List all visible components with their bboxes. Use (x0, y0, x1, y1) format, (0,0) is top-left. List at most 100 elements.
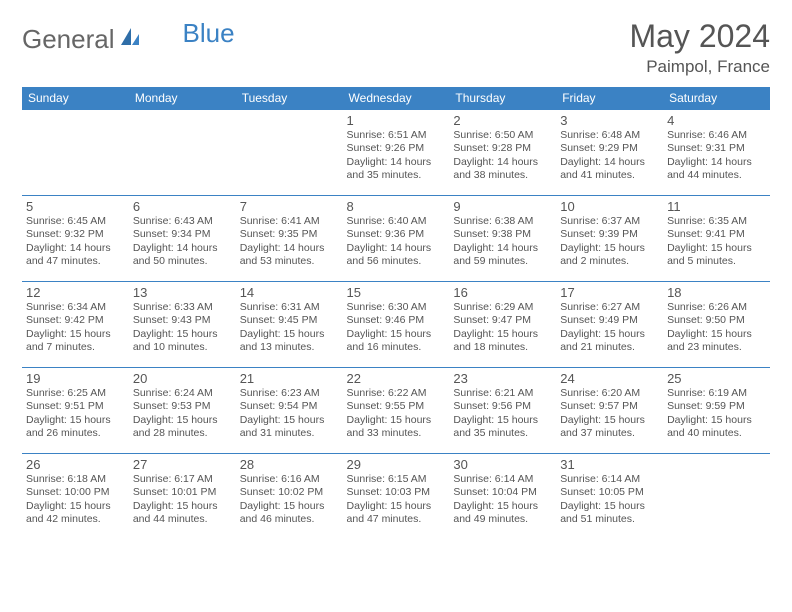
day-number: 8 (347, 199, 446, 214)
day-number: 30 (453, 457, 552, 472)
calendar-header-row: SundayMondayTuesdayWednesdayThursdayFrid… (22, 87, 770, 110)
day-info: Sunrise: 6:37 AMSunset: 9:39 PMDaylight:… (560, 215, 659, 269)
calendar-day-cell: 23Sunrise: 6:21 AMSunset: 9:56 PMDayligh… (449, 368, 556, 454)
sunset-text: Sunset: 9:31 PM (667, 142, 766, 155)
sunset-text: Sunset: 9:43 PM (133, 314, 232, 327)
sunset-text: Sunset: 9:42 PM (26, 314, 125, 327)
daylight-text: Daylight: 15 hours and 33 minutes. (347, 414, 446, 441)
calendar-day-cell: 9Sunrise: 6:38 AMSunset: 9:38 PMDaylight… (449, 196, 556, 282)
calendar-day-cell (129, 110, 236, 196)
logo-text-blue: Blue (183, 18, 235, 49)
calendar-day-cell: 11Sunrise: 6:35 AMSunset: 9:41 PMDayligh… (663, 196, 770, 282)
daylight-text: Daylight: 14 hours and 47 minutes. (26, 242, 125, 269)
sunset-text: Sunset: 9:35 PM (240, 228, 339, 241)
calendar-day-cell: 12Sunrise: 6:34 AMSunset: 9:42 PMDayligh… (22, 282, 129, 368)
calendar-week-row: 19Sunrise: 6:25 AMSunset: 9:51 PMDayligh… (22, 368, 770, 454)
weekday-header: Sunday (22, 87, 129, 110)
daylight-text: Daylight: 15 hours and 37 minutes. (560, 414, 659, 441)
sunset-text: Sunset: 9:59 PM (667, 400, 766, 413)
sunrise-text: Sunrise: 6:33 AM (133, 301, 232, 314)
logo-text-general: General (22, 24, 115, 55)
sunrise-text: Sunrise: 6:34 AM (26, 301, 125, 314)
daylight-text: Daylight: 15 hours and 13 minutes. (240, 328, 339, 355)
day-info: Sunrise: 6:38 AMSunset: 9:38 PMDaylight:… (453, 215, 552, 269)
sunrise-text: Sunrise: 6:14 AM (453, 473, 552, 486)
sunset-text: Sunset: 9:56 PM (453, 400, 552, 413)
sunrise-text: Sunrise: 6:22 AM (347, 387, 446, 400)
calendar-week-row: 1Sunrise: 6:51 AMSunset: 9:26 PMDaylight… (22, 110, 770, 196)
day-info: Sunrise: 6:22 AMSunset: 9:55 PMDaylight:… (347, 387, 446, 441)
daylight-text: Daylight: 15 hours and 49 minutes. (453, 500, 552, 527)
sunset-text: Sunset: 9:53 PM (133, 400, 232, 413)
daylight-text: Daylight: 14 hours and 50 minutes. (133, 242, 232, 269)
calendar-day-cell: 27Sunrise: 6:17 AMSunset: 10:01 PMDaylig… (129, 454, 236, 540)
day-info: Sunrise: 6:43 AMSunset: 9:34 PMDaylight:… (133, 215, 232, 269)
sunrise-text: Sunrise: 6:21 AM (453, 387, 552, 400)
sunrise-text: Sunrise: 6:35 AM (667, 215, 766, 228)
day-info: Sunrise: 6:30 AMSunset: 9:46 PMDaylight:… (347, 301, 446, 355)
day-number: 26 (26, 457, 125, 472)
calendar-day-cell: 18Sunrise: 6:26 AMSunset: 9:50 PMDayligh… (663, 282, 770, 368)
daylight-text: Daylight: 15 hours and 46 minutes. (240, 500, 339, 527)
day-info: Sunrise: 6:33 AMSunset: 9:43 PMDaylight:… (133, 301, 232, 355)
day-info: Sunrise: 6:48 AMSunset: 9:29 PMDaylight:… (560, 129, 659, 183)
day-info: Sunrise: 6:18 AMSunset: 10:00 PMDaylight… (26, 473, 125, 527)
sunrise-text: Sunrise: 6:30 AM (347, 301, 446, 314)
calendar-body: 1Sunrise: 6:51 AMSunset: 9:26 PMDaylight… (22, 110, 770, 540)
sunrise-text: Sunrise: 6:51 AM (347, 129, 446, 142)
sunrise-text: Sunrise: 6:48 AM (560, 129, 659, 142)
day-info: Sunrise: 6:26 AMSunset: 9:50 PMDaylight:… (667, 301, 766, 355)
title-block: May 2024 Paimpol, France (629, 18, 770, 77)
daylight-text: Daylight: 14 hours and 56 minutes. (347, 242, 446, 269)
daylight-text: Daylight: 15 hours and 47 minutes. (347, 500, 446, 527)
sunrise-text: Sunrise: 6:31 AM (240, 301, 339, 314)
calendar-day-cell: 13Sunrise: 6:33 AMSunset: 9:43 PMDayligh… (129, 282, 236, 368)
sunset-text: Sunset: 9:55 PM (347, 400, 446, 413)
weekday-header: Thursday (449, 87, 556, 110)
daylight-text: Daylight: 15 hours and 40 minutes. (667, 414, 766, 441)
calendar-day-cell: 5Sunrise: 6:45 AMSunset: 9:32 PMDaylight… (22, 196, 129, 282)
calendar-day-cell (663, 454, 770, 540)
sunset-text: Sunset: 9:51 PM (26, 400, 125, 413)
sunset-text: Sunset: 9:41 PM (667, 228, 766, 241)
month-title: May 2024 (629, 18, 770, 55)
sunrise-text: Sunrise: 6:20 AM (560, 387, 659, 400)
daylight-text: Daylight: 14 hours and 38 minutes. (453, 156, 552, 183)
day-info: Sunrise: 6:17 AMSunset: 10:01 PMDaylight… (133, 473, 232, 527)
day-number: 18 (667, 285, 766, 300)
sunset-text: Sunset: 10:01 PM (133, 486, 232, 499)
daylight-text: Daylight: 15 hours and 23 minutes. (667, 328, 766, 355)
sunset-text: Sunset: 9:32 PM (26, 228, 125, 241)
day-number: 14 (240, 285, 339, 300)
day-number: 24 (560, 371, 659, 386)
sunrise-text: Sunrise: 6:24 AM (133, 387, 232, 400)
day-number: 19 (26, 371, 125, 386)
daylight-text: Daylight: 15 hours and 21 minutes. (560, 328, 659, 355)
day-number: 15 (347, 285, 446, 300)
calendar-day-cell: 2Sunrise: 6:50 AMSunset: 9:28 PMDaylight… (449, 110, 556, 196)
day-info: Sunrise: 6:34 AMSunset: 9:42 PMDaylight:… (26, 301, 125, 355)
day-info: Sunrise: 6:21 AMSunset: 9:56 PMDaylight:… (453, 387, 552, 441)
day-number: 4 (667, 113, 766, 128)
sunset-text: Sunset: 9:57 PM (560, 400, 659, 413)
sunset-text: Sunset: 10:03 PM (347, 486, 446, 499)
day-info: Sunrise: 6:24 AMSunset: 9:53 PMDaylight:… (133, 387, 232, 441)
daylight-text: Daylight: 15 hours and 10 minutes. (133, 328, 232, 355)
sunrise-text: Sunrise: 6:18 AM (26, 473, 125, 486)
calendar-day-cell (236, 110, 343, 196)
daylight-text: Daylight: 15 hours and 51 minutes. (560, 500, 659, 527)
sunset-text: Sunset: 9:28 PM (453, 142, 552, 155)
day-number: 3 (560, 113, 659, 128)
sunset-text: Sunset: 9:49 PM (560, 314, 659, 327)
sunset-text: Sunset: 10:05 PM (560, 486, 659, 499)
sunset-text: Sunset: 10:00 PM (26, 486, 125, 499)
daylight-text: Daylight: 15 hours and 42 minutes. (26, 500, 125, 527)
sunset-text: Sunset: 9:39 PM (560, 228, 659, 241)
weekday-header: Friday (556, 87, 663, 110)
calendar-day-cell: 3Sunrise: 6:48 AMSunset: 9:29 PMDaylight… (556, 110, 663, 196)
calendar-day-cell: 16Sunrise: 6:29 AMSunset: 9:47 PMDayligh… (449, 282, 556, 368)
calendar-day-cell: 20Sunrise: 6:24 AMSunset: 9:53 PMDayligh… (129, 368, 236, 454)
day-info: Sunrise: 6:31 AMSunset: 9:45 PMDaylight:… (240, 301, 339, 355)
weekday-header: Wednesday (343, 87, 450, 110)
day-number: 6 (133, 199, 232, 214)
